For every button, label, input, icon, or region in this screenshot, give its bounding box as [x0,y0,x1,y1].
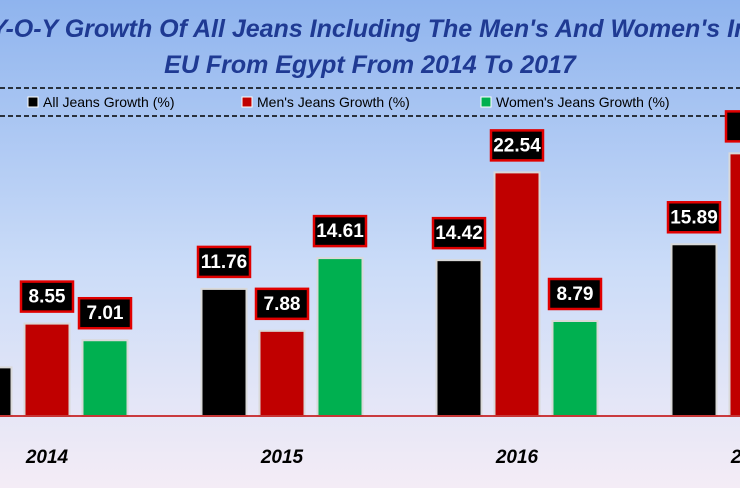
data-labels: 8.55 7.01 11.76 7.88 14.61 14.42 22.54 8.79 15.8… [19,110,740,330]
data-label-box-all-2017 [666,201,722,234]
legend-swatch-men [241,96,253,108]
bar-women-2015 [316,257,364,417]
data-label-all-2016: 14.42 [435,223,483,244]
legend-swatch-women [480,96,492,108]
x-tick-2016: 2016 [495,447,539,468]
data-label-box-men-2017 [724,110,740,143]
x-axis-ticks: 2014 2015 2016 2017 [25,447,740,468]
bar-women-2016 [551,320,599,418]
legend-label-all: All Jeans Growth (%) [43,94,174,110]
data-label-box-women-2016 [547,277,603,311]
x-tick-2015: 2015 [260,447,304,468]
data-label-women-2014: 7.01 [87,303,124,324]
data-label-women-2015: 14.61 [316,221,364,242]
x-tick-2017: 2017 [730,447,740,468]
data-label-box-all-2016 [431,216,487,250]
data-label-men-2016: 22.54 [493,135,541,156]
data-label-men-2014: 8.55 [29,287,66,308]
data-label-box-women-2015 [312,214,368,248]
legend-swatch-all [27,96,39,108]
bar-all-2015 [200,287,248,418]
data-label-box-men-2016 [489,129,545,162]
bars [0,152,740,418]
bar-men-2016 [493,171,541,417]
bar-women-2014 [81,339,129,417]
data-label-women-2016: 8.79 [557,284,594,305]
bar-all-2016 [435,259,483,417]
data-label-box-men-2015 [254,287,310,321]
legend-label-men: Men's Jeans Growth (%) [257,94,410,110]
data-label-men-2015: 7.88 [264,294,301,315]
legend-label-women: Women's Jeans Growth (%) [496,94,670,110]
data-label-all-2015: 11.76 [201,252,248,273]
bar-men-2017 [728,152,740,417]
data-label-box-men-2014 [19,280,75,313]
data-label-all-2017: 15.89 [670,207,718,228]
bar-men-2014 [23,322,71,418]
data-label-box-women-2014 [77,296,133,330]
chart-title-line2: EU From Egypt From 2014 To 2017 [164,51,577,79]
legend: All Jeans Growth (%) Men's Jeans Growth … [0,87,740,117]
bar-all-2017 [670,243,718,417]
bar-all-2014 [0,366,13,418]
bar-men-2015 [258,329,306,417]
x-tick-2014: 2014 [25,447,69,468]
chart-title-line1: Y-O-Y Growth Of All Jeans Including The … [0,15,740,43]
data-label-box-all-2015 [196,245,252,279]
